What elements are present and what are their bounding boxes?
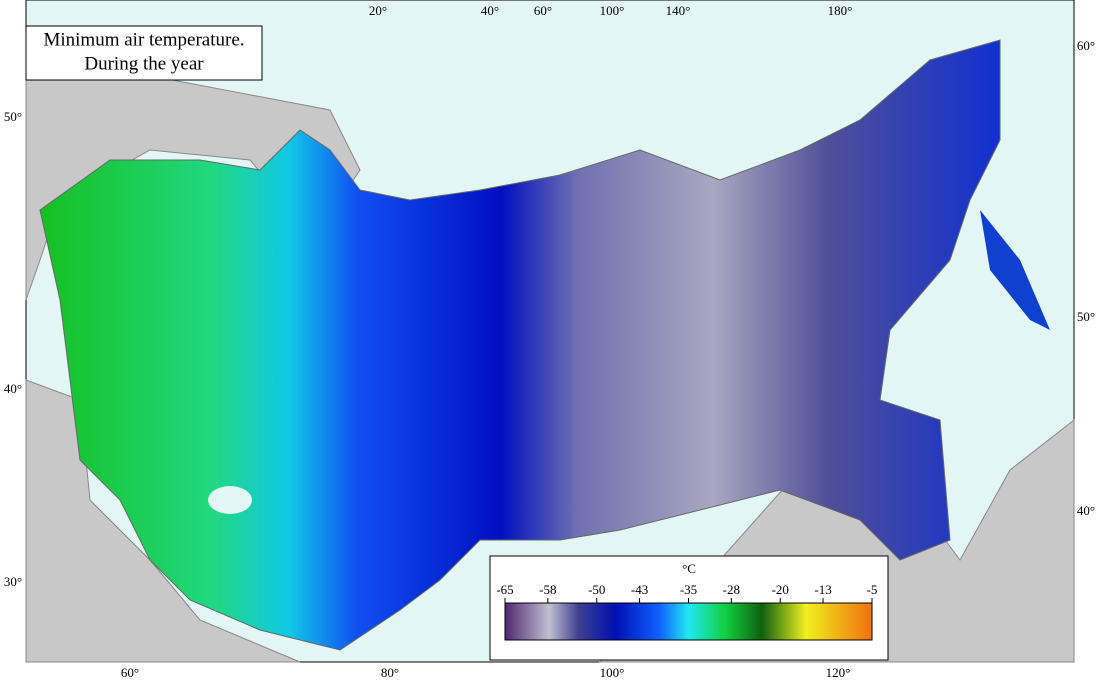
title-line: During the year: [84, 53, 204, 74]
graticule-label: 50°: [4, 109, 22, 124]
temperature-field: [39, 39, 1001, 651]
legend-bar: [504, 602, 873, 641]
legend-tick-label: -43: [631, 582, 648, 597]
graticule-label: 120°: [826, 665, 851, 680]
graticule-label: 60°: [534, 3, 552, 18]
graticule-label: 50°: [1077, 309, 1095, 324]
caspian: [208, 486, 252, 514]
legend-tick-label: -50: [588, 582, 605, 597]
legend-tick-label: -28: [723, 582, 740, 597]
legend-tick-label: -35: [680, 582, 697, 597]
graticule-label: 60°: [1077, 38, 1095, 53]
legend-tick-label: -13: [814, 582, 831, 597]
legend-tick-label: -5: [867, 582, 878, 597]
graticule-label: 40°: [4, 381, 22, 396]
legend-tick-label: -20: [772, 582, 789, 597]
legend-unit: °C: [682, 561, 696, 576]
graticule-label: 40°: [481, 3, 499, 18]
graticule-label: 40°: [1077, 503, 1095, 518]
title-line: Minimum air temperature.: [43, 29, 244, 50]
graticule-label: 80°: [381, 665, 399, 680]
kamchatka: [980, 210, 1050, 330]
graticule-label: 60°: [121, 665, 139, 680]
legend-tick-label: -65: [496, 582, 513, 597]
graticule-label: 180°: [828, 3, 853, 18]
graticule-label: 30°: [4, 574, 22, 589]
graticule-label: 100°: [600, 665, 625, 680]
graticule-label: 140°: [666, 3, 691, 18]
title-box: [25, 25, 263, 81]
graticule-label: 100°: [600, 3, 625, 18]
graticule-label: 20°: [369, 3, 387, 18]
legend-tick-label: -58: [539, 582, 556, 597]
